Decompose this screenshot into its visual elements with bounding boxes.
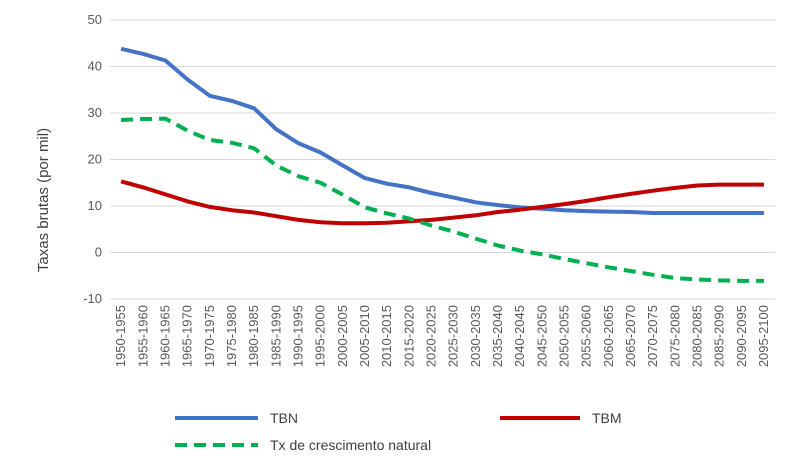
x-tick-label: 2050-2055 <box>556 305 571 367</box>
x-tick-label: 1975-1980 <box>224 305 239 367</box>
series-line-2 <box>121 116 764 283</box>
x-tick-label: 1985-1990 <box>268 305 283 367</box>
x-tick-label: 2075-2080 <box>667 305 682 367</box>
y-tick-label: -10 <box>83 291 102 306</box>
x-tick-label: 1980-1985 <box>246 305 261 367</box>
x-tick-label: 2055-2060 <box>579 305 594 367</box>
x-tick-label: 2005-2010 <box>357 305 372 367</box>
x-tick-label: 2095-2100 <box>756 305 771 367</box>
x-tick-label: 2015-2020 <box>401 305 416 367</box>
x-tick-label: 1970-1975 <box>202 305 217 367</box>
x-axis-tick-labels: 1950-1955 1955-1960 1960-1965 1965-1970 1970… <box>113 305 771 367</box>
x-tick-label: 2025-2030 <box>446 305 461 367</box>
x-tick-label: 2000-2005 <box>335 305 350 367</box>
series-line-1 <box>120 179 764 226</box>
legend-label-1: TBM <box>592 410 622 426</box>
legend-label-2: Tx de crescimento natural <box>270 437 431 453</box>
legend: TBN TBM Tx de crescimento natural <box>175 410 622 453</box>
y-axis-title: Taxas brutas (por mil) <box>35 128 52 272</box>
x-tick-label: 2060-2065 <box>601 305 616 367</box>
series-lines <box>120 46 764 283</box>
y-axis-tick-labels: -10 0 10 20 30 40 50 <box>83 12 102 306</box>
x-tick-label: 2080-2085 <box>689 305 704 367</box>
x-tick-label: 1950-1955 <box>113 305 128 367</box>
x-tick-label: 2020-2025 <box>423 305 438 367</box>
x-tick-label: 2065-2070 <box>623 305 638 367</box>
y-tick-label: 50 <box>88 12 102 27</box>
legend-label-0: TBN <box>270 410 298 426</box>
x-tick-label: 2030-2035 <box>468 305 483 367</box>
x-tick-label: 2090-2095 <box>734 305 749 367</box>
y-tick-label: 20 <box>88 152 102 167</box>
gridlines <box>110 19 775 300</box>
x-tick-label: 1990-1995 <box>290 305 305 367</box>
x-tick-label: 2045-2050 <box>534 305 549 367</box>
y-tick-label: 40 <box>88 59 102 74</box>
x-tick-label: 2010-2015 <box>379 305 394 367</box>
x-tick-label: 1995-2000 <box>313 305 328 367</box>
series-line-0 <box>120 46 764 215</box>
x-tick-label: 2070-2075 <box>645 305 660 367</box>
x-tick-label: 2085-2090 <box>712 305 727 367</box>
x-tick-label: 1955-1960 <box>135 305 150 367</box>
x-tick-label: 1965-1970 <box>180 305 195 367</box>
y-tick-label: 0 <box>95 245 102 260</box>
x-tick-label: 1960-1965 <box>157 305 172 367</box>
x-tick-label: 2040-2045 <box>512 305 527 367</box>
y-tick-label: 10 <box>88 198 102 213</box>
y-tick-label: 30 <box>88 105 102 120</box>
x-tick-label: 2035-2040 <box>490 305 505 367</box>
